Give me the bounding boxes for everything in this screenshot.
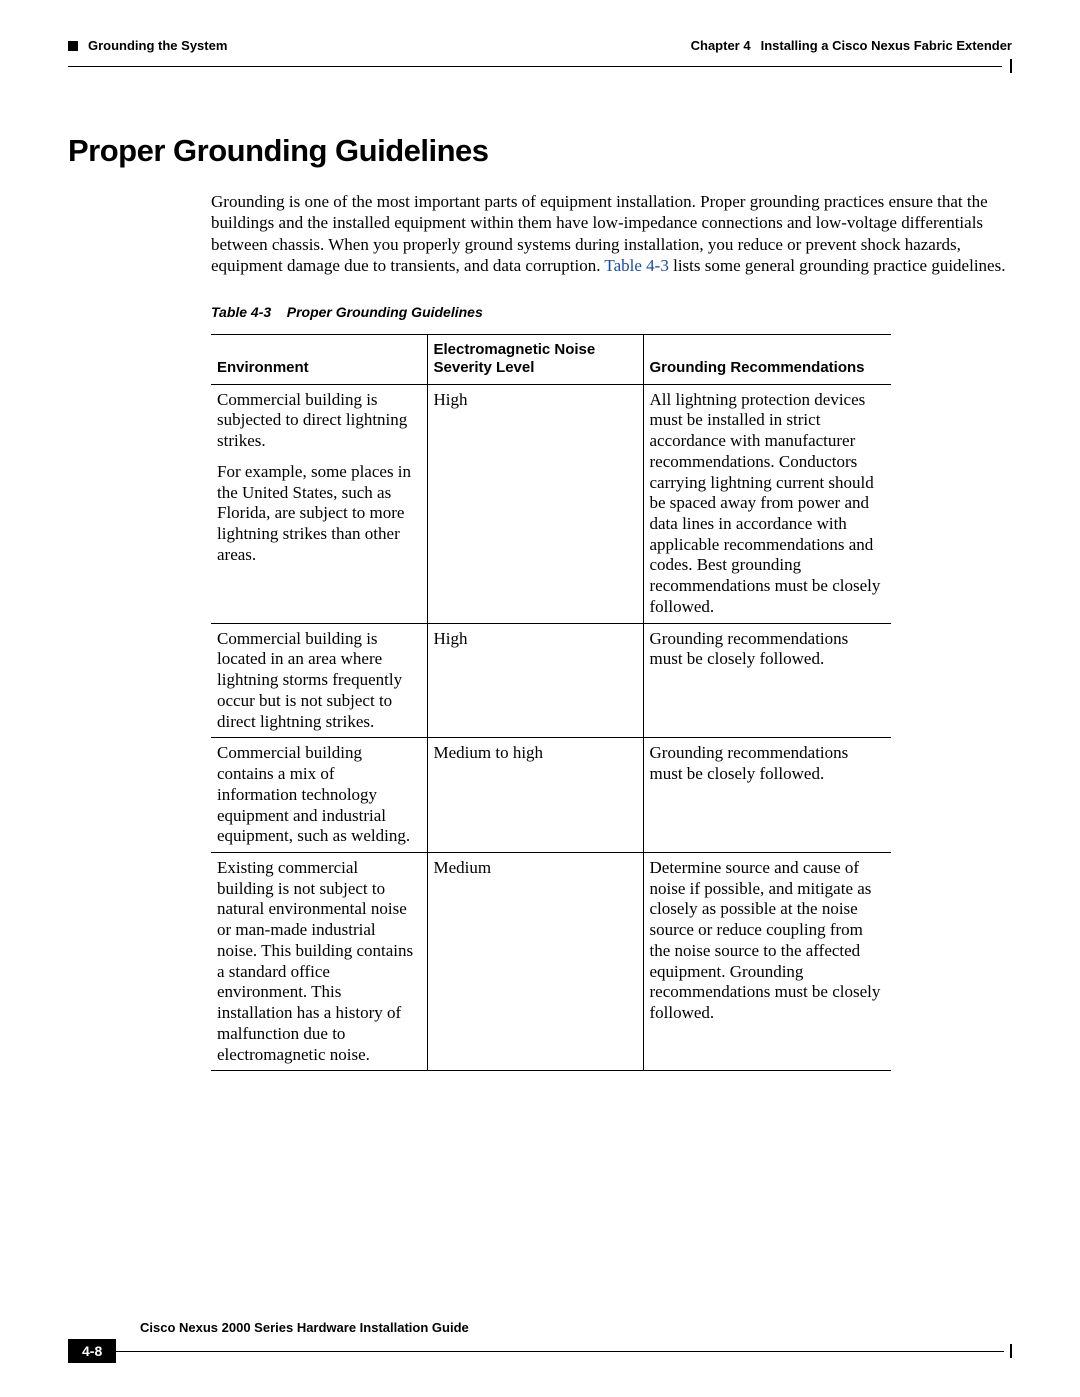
table-caption: Table 4-3 Proper Grounding Guidelines	[211, 304, 1012, 320]
page-footer: Cisco Nexus 2000 Series Hardware Install…	[68, 1320, 1012, 1363]
table-row: Existing commercial building is not subj…	[211, 853, 891, 1071]
cell-environment: Commercial building is subjected to dire…	[211, 384, 427, 623]
header-right: Chapter 4 Installing a Cisco Nexus Fabri…	[691, 38, 1012, 53]
page-number-badge: 4-8	[68, 1339, 116, 1363]
page-container: Grounding the System Chapter 4 Installin…	[0, 0, 1080, 1071]
footer-divider	[116, 1351, 1004, 1352]
env-text-extra: For example, some places in the United S…	[217, 462, 419, 566]
header-chapter-label: Chapter 4	[691, 38, 751, 53]
intro-text-after: lists some general grounding practice gu…	[669, 256, 1006, 275]
square-bullet-icon	[68, 41, 78, 51]
cell-recommendation: Grounding recommendations must be closel…	[643, 623, 891, 738]
header-left: Grounding the System	[68, 38, 227, 53]
header-chapter-title: Installing a Cisco Nexus Fabric Extender	[761, 38, 1012, 53]
cell-recommendation: Determine source and cause of noise if p…	[643, 853, 891, 1071]
cell-environment: Commercial building is located in an are…	[211, 623, 427, 738]
table-row: Commercial building is located in an are…	[211, 623, 891, 738]
rule-tick-icon	[1010, 1344, 1012, 1358]
table-header-row: Environment Electromagnetic Noise Severi…	[211, 335, 891, 385]
cell-environment: Existing commercial building is not subj…	[211, 853, 427, 1071]
intro-paragraph: Grounding is one of the most important p…	[211, 191, 1012, 276]
rule-tick-icon	[1010, 59, 1012, 73]
cell-environment: Commercial building contains a mix of in…	[211, 738, 427, 853]
table-reference-link[interactable]: Table 4-3	[604, 256, 668, 275]
cell-level: Medium	[427, 853, 643, 1071]
cell-recommendation: All lightning protection devices must be…	[643, 384, 891, 623]
table-row: Commercial building contains a mix of in…	[211, 738, 891, 853]
col-recommendations: Grounding Recommendations	[643, 335, 891, 385]
table-row: Commercial building is subjected to dire…	[211, 384, 891, 623]
cell-level: Medium to high	[427, 738, 643, 853]
table-caption-title: Proper Grounding Guidelines	[287, 304, 483, 320]
page-title: Proper Grounding Guidelines	[68, 133, 1012, 169]
header-rule	[68, 59, 1012, 73]
grounding-table: Environment Electromagnetic Noise Severi…	[211, 334, 891, 1071]
cell-level: High	[427, 384, 643, 623]
col-environment: Environment	[211, 335, 427, 385]
header-section-label: Grounding the System	[88, 38, 227, 53]
cell-level: High	[427, 623, 643, 738]
footer-guide-title: Cisco Nexus 2000 Series Hardware Install…	[140, 1320, 1012, 1335]
env-text: Commercial building is subjected to dire…	[217, 390, 419, 452]
header-divider	[68, 66, 1002, 67]
page-header: Grounding the System Chapter 4 Installin…	[68, 38, 1012, 53]
table-caption-label: Table 4-3	[211, 304, 271, 320]
footer-rule: 4-8	[68, 1339, 1012, 1363]
col-noise-level: Electromagnetic Noise Severity Level	[427, 335, 643, 385]
cell-recommendation: Grounding recommendations must be closel…	[643, 738, 891, 853]
